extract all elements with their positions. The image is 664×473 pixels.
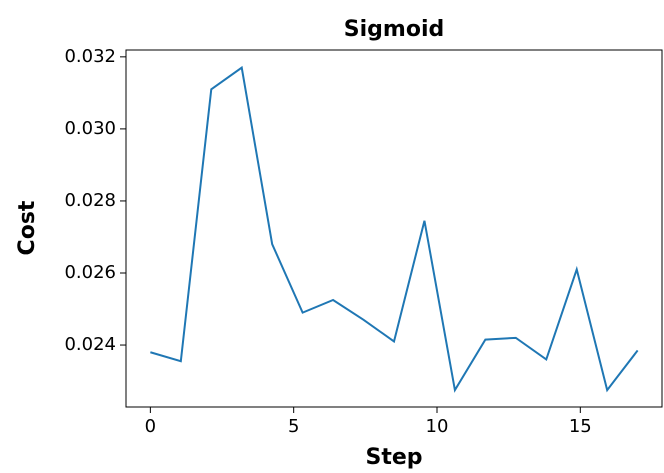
chart-title: Sigmoid [344, 17, 444, 42]
y-tick-label: 0.028 [64, 190, 116, 211]
x-tick-label: 5 [288, 416, 299, 437]
y-tick-label: 0.024 [64, 334, 116, 355]
axes-frame [125, 49, 663, 408]
x-tick-label: 10 [426, 416, 449, 437]
y-axis-label: Cost [15, 200, 40, 255]
y-tick-label: 0.032 [64, 46, 116, 67]
x-axis-label: Step [365, 445, 422, 470]
y-tick-label: 0.026 [64, 262, 116, 283]
line-series [150, 65, 639, 393]
y-tick-label: 0.030 [64, 118, 116, 139]
x-tick-label: 15 [569, 416, 592, 437]
x-tick-label: 0 [145, 416, 156, 437]
